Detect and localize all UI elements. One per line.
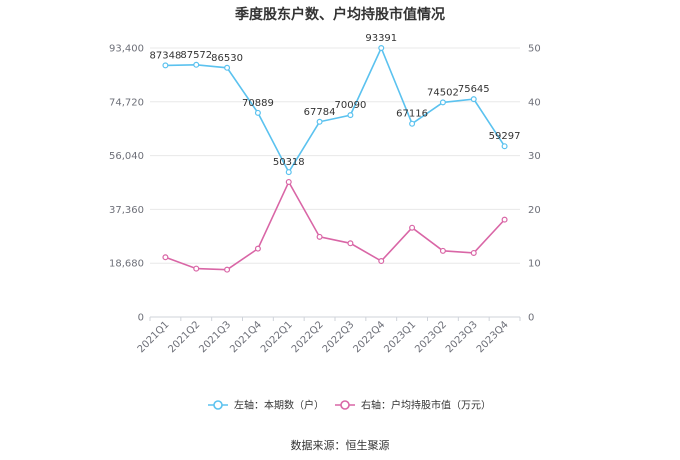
avg-holding-value-point xyxy=(224,266,231,273)
y-left-tick-label: 74,720 xyxy=(109,97,144,108)
x-tick-label: 2021Q3 xyxy=(197,319,233,355)
y-left-tick-label: 93,400 xyxy=(109,44,144,55)
x-tick-label: 2022Q3 xyxy=(321,319,357,355)
shareholder-count-data-label: 75645 xyxy=(458,84,490,95)
data-source: 数据来源：恒生聚源 xyxy=(290,439,390,452)
shareholder-count-data-label: 93391 xyxy=(365,33,397,44)
legend-marker-icon xyxy=(213,400,223,410)
x-tick-label: 2023Q4 xyxy=(475,319,511,355)
legend-label: 右轴：户均持股市值（万元） xyxy=(361,399,491,412)
y-right-tick-label: 20 xyxy=(528,205,541,216)
chart-title: 季度股东户数、户均持股市值情况 xyxy=(235,7,445,23)
y-left-tick-label: 56,040 xyxy=(109,151,144,162)
x-tick-label: 2022Q4 xyxy=(352,319,388,355)
avg-holding-value-line xyxy=(165,180,506,271)
avg-holding-value-point xyxy=(409,224,416,231)
avg-holding-value-point xyxy=(347,240,354,247)
shareholder-count-point xyxy=(193,61,200,68)
shareholder-count-data-label: 59297 xyxy=(489,131,521,142)
y-right-tick-label: 40 xyxy=(528,97,541,108)
y-left-tick-label: 0 xyxy=(138,313,144,324)
avg-holding-value-point xyxy=(501,216,508,223)
x-tick-label: 2022Q1 xyxy=(259,319,295,355)
shareholder-count-data-label: 87572 xyxy=(180,50,212,61)
shareholder-count-point xyxy=(378,45,385,52)
y-left-tick-label: 37,360 xyxy=(109,205,144,216)
avg-holding-value-point xyxy=(193,265,200,272)
x-tick-label: 2023Q1 xyxy=(382,319,418,355)
shareholder-count-point xyxy=(409,120,416,127)
x-tick-label: 2022Q2 xyxy=(290,319,326,355)
shareholder-count-point xyxy=(470,96,477,103)
x-tick-label: 2023Q2 xyxy=(413,319,449,355)
shareholder-count-point xyxy=(439,99,446,106)
x-tick-label: 2021Q4 xyxy=(228,319,264,355)
legend-label: 左轴：本期数（户） xyxy=(234,399,324,412)
x-tick-label: 2021Q2 xyxy=(167,319,203,355)
shareholder-count-point xyxy=(285,169,292,176)
y-right-tick-label: 50 xyxy=(528,44,541,55)
shareholder-count-point xyxy=(224,64,231,71)
shareholder-count-data-label: 67116 xyxy=(396,109,428,120)
avg-holding-value-point xyxy=(254,245,261,252)
legend-marker-icon xyxy=(340,400,350,410)
y-right-tick-label: 30 xyxy=(528,151,541,162)
shareholder-count-data-label: 70090 xyxy=(335,100,367,111)
shareholder-count-point xyxy=(162,62,169,69)
shareholder-count-data-label: 70889 xyxy=(242,98,274,109)
shareholder-count-point xyxy=(347,112,354,119)
shareholder-count-point xyxy=(316,118,323,125)
y-right-tick-label: 10 xyxy=(528,259,541,270)
x-tick-label: 2023Q3 xyxy=(444,319,480,355)
avg-holding-value-point xyxy=(316,233,323,240)
shareholder-count-line xyxy=(165,46,506,174)
avg-holding-value-point xyxy=(470,249,477,256)
x-tick-label: 2021Q1 xyxy=(136,319,172,355)
shareholder-count-data-label: 50318 xyxy=(273,157,305,168)
avg-holding-value-point xyxy=(162,254,169,261)
shareholder-count-data-label: 67784 xyxy=(304,107,336,118)
y-right-tick-label: 0 xyxy=(528,313,534,324)
avg-holding-value-point xyxy=(285,178,292,185)
shareholder-count-data-label: 86530 xyxy=(211,53,243,64)
y-left-tick-label: 18,680 xyxy=(109,259,144,270)
shareholder-count-data-label: 74502 xyxy=(427,87,459,98)
avg-holding-value-point xyxy=(378,258,385,265)
shareholder-count-point xyxy=(501,143,508,150)
shareholder-count-point xyxy=(254,109,261,116)
shareholder-count-data-label: 87348 xyxy=(150,50,182,61)
avg-holding-value-point xyxy=(439,247,446,254)
